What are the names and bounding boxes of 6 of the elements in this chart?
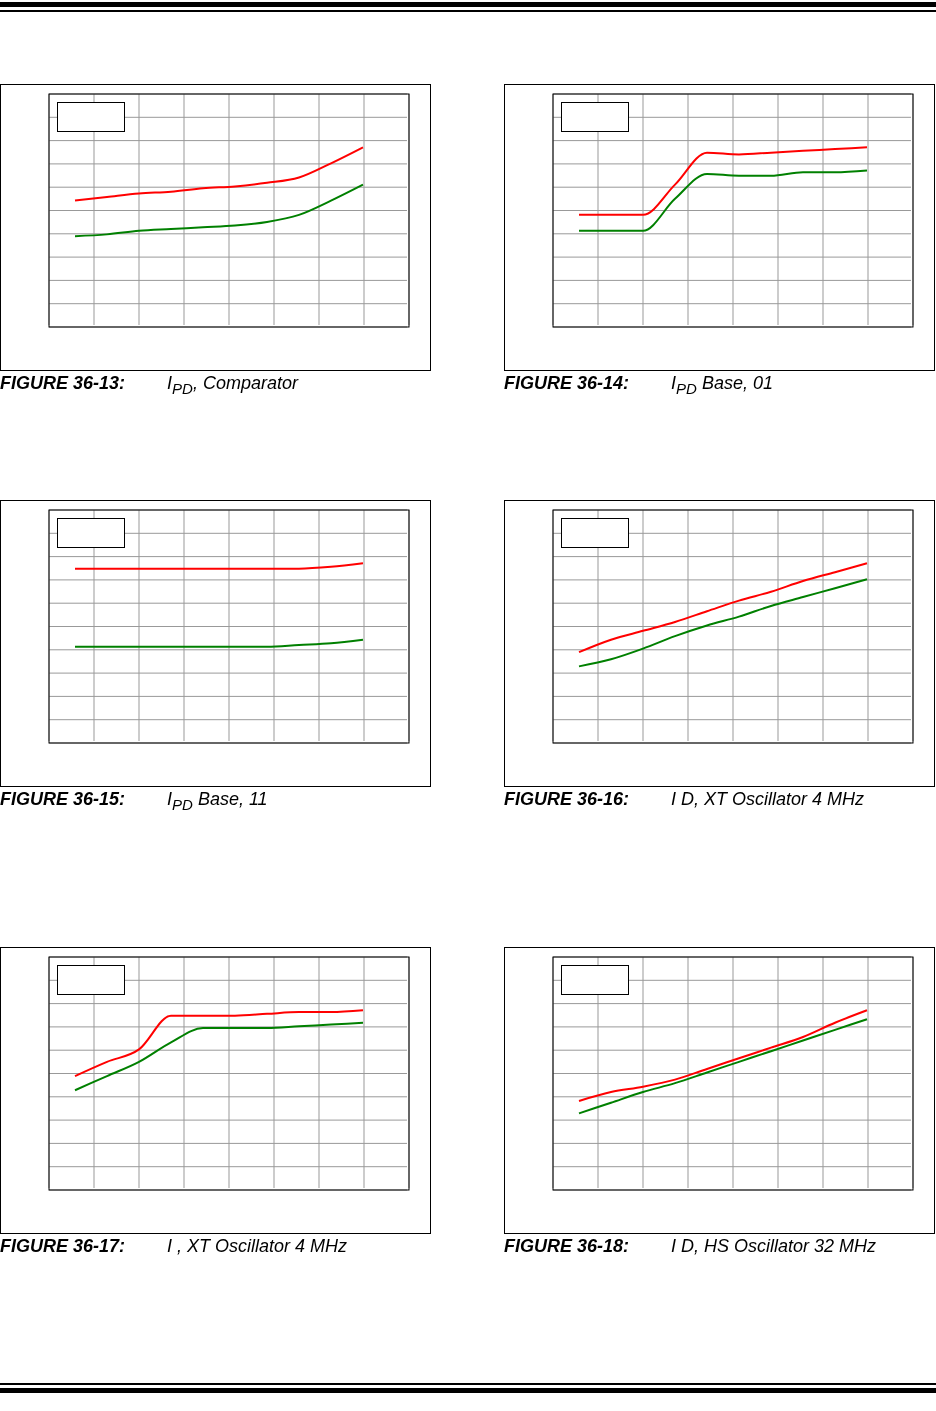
chart-title: FIGURE 36-16: I D, XT Oscillator 4 MHz <box>504 789 865 809</box>
chart-title: FIGURE 36-13: I$_{PD}$, Comparator <box>0 373 298 397</box>
chart-title: FIGURE 36-15: I$_{PD}$ Base, 11 <box>0 789 268 813</box>
chart-title: FIGURE 36-17: I , XT Oscillator 4 MHz <box>0 1236 348 1256</box>
chart-title: FIGURE 36-14: I$_{PD}$ Base, 01 <box>504 373 773 397</box>
chart-title: FIGURE 36-18: I D, HS Oscillator 32 MHz <box>504 1236 877 1256</box>
